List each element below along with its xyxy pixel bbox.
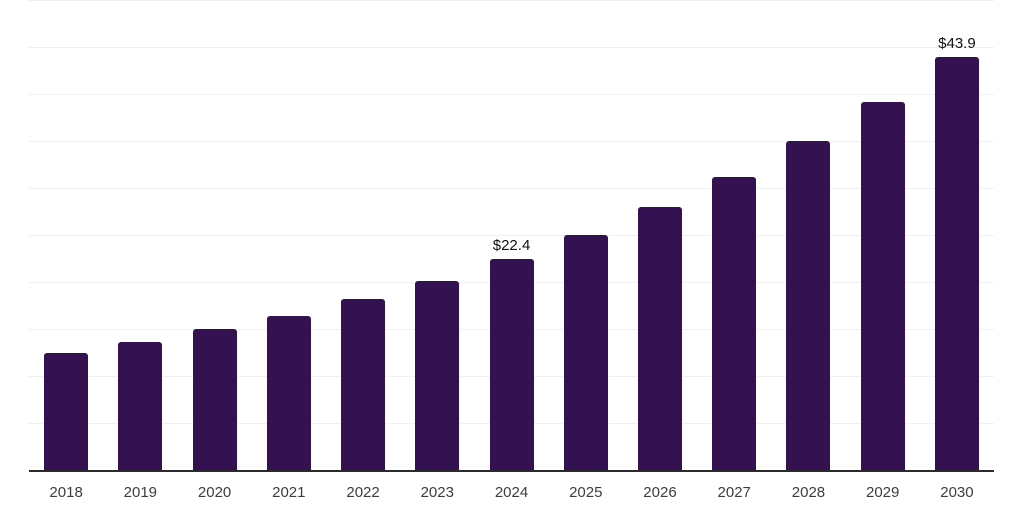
data-label-2024: $22.4 xyxy=(492,237,531,255)
bar-2022 xyxy=(341,298,386,470)
bar-2026 xyxy=(637,206,682,470)
x-tick-label-2027: 2027 xyxy=(717,484,751,501)
bar-slot-2019 xyxy=(103,0,177,470)
gridline-50 xyxy=(29,0,994,1)
bar-2018 xyxy=(44,353,89,470)
bar-slot-2028 xyxy=(771,0,845,470)
gridline-35 xyxy=(29,141,994,142)
bar-2025 xyxy=(563,235,608,470)
bar-2027 xyxy=(712,176,757,470)
x-tick-label-2020: 2020 xyxy=(197,484,232,501)
bar-2019 xyxy=(118,342,163,470)
x-tick-label-2019: 2019 xyxy=(123,484,158,501)
plot-area: $22.4 $43.9 xyxy=(29,0,994,470)
gridline-25 xyxy=(29,235,994,236)
bar-2029 xyxy=(860,102,905,470)
bar-slot-2029 xyxy=(846,0,920,470)
gridline-30 xyxy=(29,188,994,189)
bar-slot-2018 xyxy=(29,0,103,470)
bar-2023 xyxy=(415,281,460,470)
bar-slot-2030: $43.9 xyxy=(920,0,994,470)
x-tick-label-2030: 2030 xyxy=(940,484,974,501)
gridline-40 xyxy=(29,94,994,95)
bar-slot-2025 xyxy=(549,0,623,470)
x-tick-label-2026: 2026 xyxy=(643,484,677,501)
bar-slot-2020 xyxy=(177,0,251,470)
bar-2021 xyxy=(266,315,311,470)
bar-2030 xyxy=(934,57,979,470)
bar-slot-2024: $22.4 xyxy=(474,0,548,470)
x-axis-line xyxy=(29,470,994,472)
x-tick-label-2025: 2025 xyxy=(569,484,603,501)
bar-series: $22.4 $43.9 xyxy=(29,0,994,470)
bar-2020 xyxy=(192,329,237,470)
data-label-2030: $43.9 xyxy=(938,35,976,53)
x-tick-label-2021: 2021 xyxy=(272,484,306,501)
x-tick-label-2028: 2028 xyxy=(791,484,826,501)
x-tick-label-2022: 2022 xyxy=(346,484,380,501)
x-tick-label-2018: 2018 xyxy=(49,484,83,501)
x-tick-label-2024: 2024 xyxy=(494,484,529,501)
x-tick-label-2023: 2023 xyxy=(420,484,454,501)
bar-slot-2021 xyxy=(252,0,326,470)
bar-slot-2027 xyxy=(697,0,771,470)
bar-slot-2026 xyxy=(623,0,697,470)
bar-slot-2022 xyxy=(326,0,400,470)
x-tick-label-2029: 2029 xyxy=(866,484,900,501)
bar-2024 xyxy=(489,259,534,470)
gridline-45 xyxy=(29,47,994,48)
bar-slot-2023 xyxy=(400,0,474,470)
bar-2028 xyxy=(786,141,831,470)
x-axis-tick-labels: 2018 2019 2020 2021 2022 2023 2024 2025 2026 2027… xyxy=(29,484,994,502)
